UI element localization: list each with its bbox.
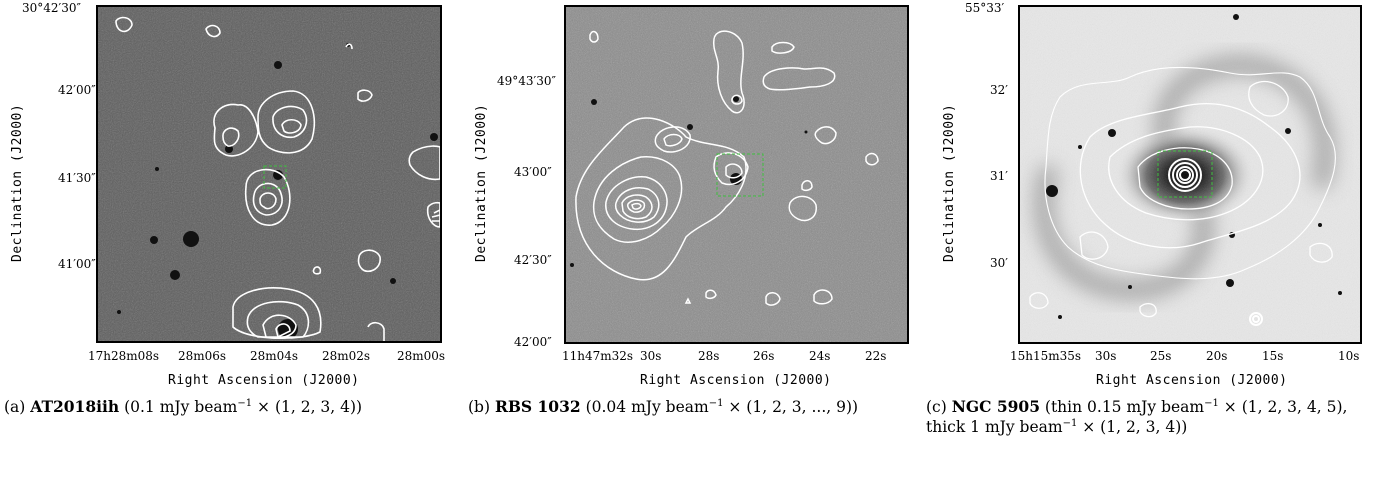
- panel-c-ytick-0: 55°33′: [965, 1, 1005, 15]
- panel-b-source-box: [716, 153, 764, 197]
- panel-c-ytick-3: 30′: [990, 256, 1008, 270]
- panel-a-caption: (a) AT2018iih (0.1 mJy beam−1 × (1, 2, 3…: [4, 397, 363, 416]
- panel-b-xtick-5: 22s: [865, 349, 887, 363]
- panel-c-xtick-0: 15h15m35s: [1010, 349, 1082, 363]
- panel-a-plot: [98, 7, 440, 341]
- panel-a-image: [96, 5, 442, 343]
- panel-b-plot: [566, 7, 907, 342]
- panel-c-caption: (c) NGC 5905 (thin 0.15 mJy beam−1 × (1,…: [926, 397, 1348, 436]
- panel-c-plot: [1020, 7, 1360, 342]
- panel-b-caption: (b) RBS 1032 (0.04 mJy beam−1 × (1, 2, 3…: [468, 397, 859, 416]
- panel-b-ytick-0: 49°43′30″: [497, 74, 557, 88]
- panel-c-xtick-2: 25s: [1150, 349, 1172, 363]
- panel-a-xtick-2: 28m04s: [250, 349, 299, 363]
- panel-c-ylabel: Declination (J2000): [942, 103, 957, 262]
- panel-b-ytick-3: 42′00″: [514, 335, 552, 349]
- panel-b-ytick-1: 43′00″: [514, 165, 552, 179]
- panel-a-xtick-4: 28m00s: [397, 349, 446, 363]
- panel-b-ytick-2: 42′30″: [514, 253, 552, 267]
- panel-c-source-name: NGC 5905: [951, 397, 1040, 416]
- panel-c-ytick-1: 32′: [990, 83, 1008, 97]
- panel-a-xtick-0: 17h28m08s: [88, 349, 160, 363]
- panel-b-ylabel: Declination (J2000): [474, 103, 489, 262]
- panel-c-image: [1018, 5, 1362, 344]
- panel-c-xlabel: Right Ascension (J2000): [1096, 373, 1288, 388]
- panel-a-ytick-2: 41′30″: [58, 171, 96, 185]
- panel-b-xtick-0: 11h47m32s: [562, 349, 634, 363]
- panel-b-source-name: RBS 1032: [494, 397, 581, 416]
- panel-c-source-box: [1157, 150, 1213, 198]
- panel-b-xlabel: Right Ascension (J2000): [640, 373, 832, 388]
- panel-a-ytick-3: 41′00″: [58, 257, 96, 271]
- panel-a-ytick-0: 30°42′30″: [22, 1, 82, 15]
- panel-a-source-box: [263, 165, 287, 189]
- panel-a-ylabel: Declination (J2000): [10, 103, 25, 262]
- panel-b-xtick-2: 28s: [698, 349, 720, 363]
- panel-c-ytick-2: 31′: [990, 169, 1008, 183]
- panel-a-xlabel: Right Ascension (J2000): [168, 373, 360, 388]
- panel-a-ytick-1: 42′00″: [58, 83, 96, 97]
- panel-a-xtick-3: 28m02s: [322, 349, 371, 363]
- panel-c-xtick-1: 30s: [1095, 349, 1117, 363]
- panel-c-xtick-3: 20s: [1206, 349, 1228, 363]
- panel-a-source-name: AT2018iih: [30, 397, 120, 416]
- panel-a-xtick-1: 28m06s: [178, 349, 227, 363]
- panel-b-xtick-3: 26s: [753, 349, 775, 363]
- panel-b-xtick-4: 24s: [809, 349, 831, 363]
- panel-b-image: [564, 5, 909, 344]
- panel-c-xtick-5: 10s: [1338, 349, 1360, 363]
- panel-c-xtick-4: 15s: [1262, 349, 1284, 363]
- panel-b-xtick-1: 30s: [640, 349, 662, 363]
